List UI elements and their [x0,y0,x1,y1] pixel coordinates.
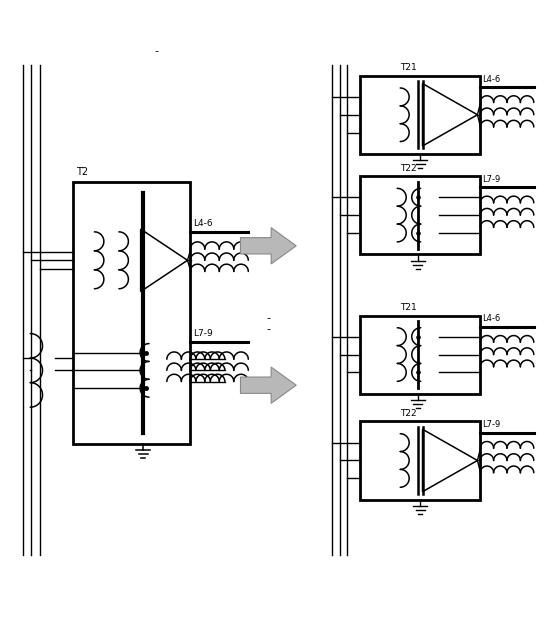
Text: L7-9: L7-9 [482,420,500,429]
Text: T22: T22 [400,409,416,418]
Text: L7-9: L7-9 [482,175,500,184]
Bar [361,76,480,154]
Text: L4-6: L4-6 [193,219,212,228]
Text: T2: T2 [76,167,88,177]
Text: T21: T21 [400,63,416,73]
Bar [361,176,480,254]
Text: T21: T21 [400,303,416,312]
Text: -: - [266,324,271,334]
Polygon shape [240,367,296,403]
Text: L4-6: L4-6 [482,314,500,323]
Bar [361,316,480,394]
Bar [361,422,480,500]
Polygon shape [240,228,296,264]
Text: L7-9: L7-9 [193,329,213,338]
Text: L4-6: L4-6 [482,74,500,83]
Text: -: - [155,45,159,56]
Text: -: - [266,313,271,323]
Text: T22: T22 [400,164,416,173]
Bar [73,182,190,444]
